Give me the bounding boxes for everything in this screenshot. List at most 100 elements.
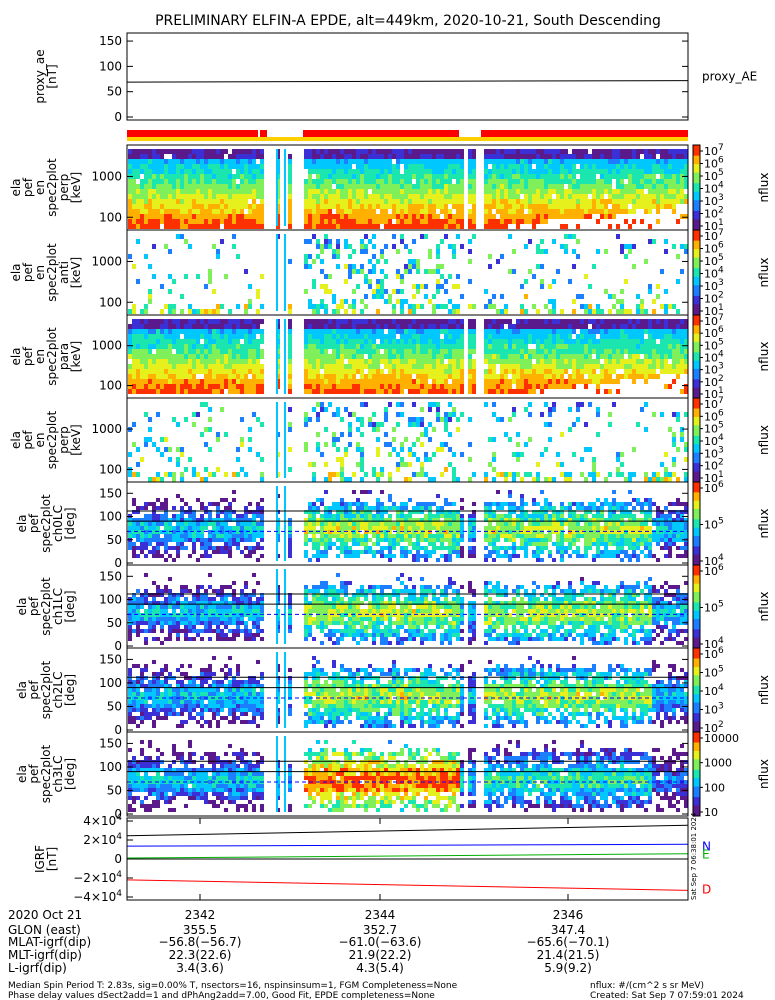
heatmap-cell bbox=[372, 184, 376, 189]
heatmap-cell bbox=[324, 289, 328, 294]
heatmap-cell bbox=[652, 339, 656, 344]
heatmap-cell bbox=[544, 379, 548, 384]
heatmap-cell bbox=[140, 344, 144, 349]
heatmap-cell bbox=[152, 214, 156, 219]
heatmap-cell bbox=[400, 239, 404, 244]
heatmap-cell bbox=[556, 184, 560, 189]
heatmap-cell bbox=[372, 344, 376, 349]
heatmap-cell bbox=[548, 379, 552, 384]
heatmap-cell bbox=[156, 534, 160, 538]
heatmap-cell bbox=[500, 319, 504, 324]
heatmap-cell bbox=[140, 506, 144, 510]
heatmap-cell bbox=[176, 234, 180, 239]
colorbar-tick-label: 101 bbox=[704, 386, 724, 401]
heatmap-cell bbox=[256, 319, 260, 324]
heatmap-cell bbox=[356, 169, 360, 174]
heatmap-cell bbox=[148, 319, 152, 324]
heatmap-cell bbox=[392, 369, 396, 374]
heatmap-cell bbox=[256, 219, 260, 224]
heatmap-cell bbox=[308, 154, 312, 159]
heatmap-cell bbox=[144, 184, 148, 189]
heatmap-cell bbox=[520, 154, 524, 159]
heatmap-cell bbox=[352, 209, 356, 214]
heatmap-cell bbox=[652, 309, 656, 314]
heatmap-cell bbox=[412, 284, 416, 289]
heatmap-cell bbox=[192, 339, 196, 344]
heatmap-cell bbox=[356, 349, 360, 354]
heatmap-cell bbox=[208, 174, 212, 179]
heatmap-cell bbox=[136, 518, 140, 522]
heatmap-cell bbox=[672, 164, 676, 169]
heatmap-cell bbox=[452, 254, 456, 259]
colorbar-swatch bbox=[693, 442, 700, 445]
heatmap-cell bbox=[200, 359, 204, 364]
heatmap-cell bbox=[288, 344, 292, 349]
heatmap-cell bbox=[140, 384, 144, 389]
panel-ylabel: elapefenspec2plotanti[keV] bbox=[9, 243, 83, 302]
colorbar-swatch bbox=[693, 153, 700, 157]
heatmap-cell bbox=[144, 349, 148, 354]
heatmap-cell bbox=[576, 344, 580, 349]
heatmap-cell bbox=[388, 159, 392, 164]
heatmap-cell bbox=[628, 209, 632, 214]
heatmap-cell bbox=[428, 359, 432, 364]
heatmap-cell bbox=[228, 219, 232, 224]
heatmap-cell bbox=[400, 194, 404, 199]
heatmap-cell bbox=[568, 477, 572, 482]
heatmap-cell bbox=[204, 324, 208, 329]
heatmap-cell bbox=[320, 359, 324, 364]
heatmap-cell bbox=[208, 359, 212, 364]
heatmap-cell bbox=[520, 179, 524, 184]
heatmap-cell bbox=[192, 204, 196, 209]
heatmap-cell bbox=[504, 364, 508, 369]
heatmap-cell bbox=[424, 472, 428, 477]
heatmap-cell bbox=[640, 299, 644, 304]
heatmap-cell bbox=[136, 149, 140, 154]
heatmap-cell bbox=[148, 477, 152, 482]
heatmap-cell bbox=[256, 169, 260, 174]
heatmap-cell bbox=[528, 359, 532, 364]
heatmap-cell bbox=[224, 174, 228, 179]
heatmap-cell bbox=[168, 384, 172, 389]
heatmap-cell bbox=[540, 319, 544, 324]
heatmap-cell bbox=[360, 369, 364, 374]
heatmap-cell bbox=[484, 209, 488, 214]
heatmap-cell bbox=[460, 179, 464, 184]
heatmap-cell bbox=[288, 467, 292, 472]
heatmap-cell bbox=[604, 374, 608, 379]
heatmap-cell bbox=[304, 417, 308, 422]
heatmap-cell bbox=[612, 294, 616, 299]
heatmap-cell bbox=[308, 189, 312, 194]
heatmap-cell bbox=[348, 324, 352, 329]
heatmap-cell bbox=[140, 546, 144, 550]
heatmap-cell bbox=[232, 344, 236, 349]
heatmap-cell bbox=[660, 339, 664, 344]
heatmap-cell bbox=[228, 164, 232, 169]
heatmap-cell bbox=[612, 149, 616, 154]
heatmap-cell bbox=[604, 334, 608, 339]
heatmap-cell bbox=[136, 472, 140, 477]
heatmap-cell bbox=[468, 319, 472, 324]
heatmap-cell bbox=[556, 462, 560, 467]
heatmap-cell bbox=[580, 214, 584, 219]
heatmap-cell bbox=[188, 369, 192, 374]
heatmap-cell bbox=[256, 417, 260, 422]
heatmap-cell bbox=[288, 199, 292, 204]
heatmap-cell bbox=[624, 319, 628, 324]
heatmap-cell bbox=[488, 339, 492, 344]
heatmap-cell bbox=[396, 344, 400, 349]
heatmap-cell bbox=[680, 344, 684, 349]
heatmap-cell bbox=[416, 422, 420, 427]
heatmap-cell bbox=[552, 324, 556, 329]
heatmap-cell bbox=[328, 244, 332, 249]
heatmap-cell bbox=[408, 354, 412, 359]
heatmap-cell bbox=[640, 359, 644, 364]
heatmap-cell bbox=[456, 224, 460, 229]
heatmap-cell bbox=[256, 189, 260, 194]
heatmap-cell bbox=[588, 204, 592, 209]
heatmap-cell bbox=[412, 339, 416, 344]
heatmap-cell bbox=[256, 374, 260, 379]
colorbar-swatch bbox=[693, 423, 700, 426]
colorbar-swatch bbox=[693, 327, 700, 331]
tick-label: 100 bbox=[99, 462, 122, 476]
